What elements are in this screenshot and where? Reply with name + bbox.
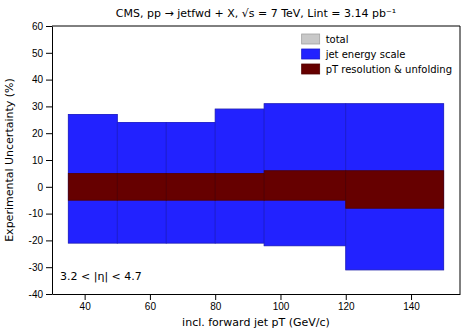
tick-label: 30	[32, 101, 44, 112]
series	[68, 104, 443, 270]
tick: -20	[29, 235, 52, 246]
tick: 40	[32, 74, 52, 85]
tick-label: -10	[29, 208, 44, 219]
tick: 50	[32, 48, 52, 59]
legend-swatch	[302, 49, 320, 59]
tick-mark	[150, 294, 151, 300]
tick-label: -40	[29, 289, 44, 300]
tick-label: 20	[32, 128, 44, 139]
tick-mark	[411, 294, 412, 300]
legend-item: total	[302, 34, 349, 45]
tick-mark	[280, 294, 281, 300]
tick-label: -20	[29, 235, 44, 246]
x-axis: 40 60 80 100 120 140	[53, 294, 461, 312]
legend-label: total	[326, 34, 349, 45]
tick-mark	[46, 214, 52, 215]
frame	[460, 26, 461, 294]
tick-label: 140	[403, 301, 420, 312]
tick-mark	[46, 106, 52, 107]
legend-label: pT resolution & unfolding	[326, 64, 452, 75]
tick-mark	[46, 26, 52, 27]
range-bar	[264, 171, 346, 200]
range-bar	[215, 173, 264, 200]
range-bar	[346, 104, 444, 270]
range-bar	[68, 114, 117, 243]
tick-label: 120	[338, 301, 355, 312]
legend-label: jet energy scale	[325, 49, 406, 60]
range-bar	[346, 104, 444, 270]
tick: 60	[145, 294, 157, 312]
tick-mark	[85, 294, 86, 300]
range-bar	[68, 114, 117, 243]
tick-label: 50	[32, 48, 44, 59]
tick: 30	[32, 101, 52, 112]
legend-item: jet energy scale	[302, 49, 406, 60]
range-bar	[68, 173, 117, 200]
tick: 120	[338, 294, 355, 312]
tick-mark	[46, 267, 52, 268]
axis-line	[53, 294, 461, 295]
range-bar	[264, 104, 346, 246]
frame	[52, 26, 460, 27]
tick: 20	[32, 128, 52, 139]
tick-mark	[46, 187, 52, 188]
tick: -40	[29, 289, 52, 300]
range-bar	[117, 122, 166, 243]
axis-line	[52, 27, 53, 295]
range-bar	[166, 122, 215, 243]
tick: -10	[29, 208, 52, 219]
tick-label: 100	[273, 301, 290, 312]
tick-label: 40	[80, 301, 92, 312]
chart: 40 60 80 100 120 140 -40 -30 -20 -10 0 10 20 30 40 50 60…	[0, 0, 474, 334]
tick: 40	[80, 294, 92, 312]
legend: total jet energy scale pT resolution & unf…	[302, 34, 452, 75]
tick: 140	[403, 294, 420, 312]
legend-swatch	[302, 64, 320, 74]
tick: 10	[32, 155, 52, 166]
tick-mark	[46, 80, 52, 81]
tick-mark	[46, 160, 52, 161]
tick-label: 40	[32, 74, 44, 85]
tick-label: 80	[210, 301, 222, 312]
tick-label: 60	[145, 301, 157, 312]
plot-area	[68, 104, 443, 270]
range-bar	[166, 173, 215, 200]
series	[68, 171, 443, 209]
tick: 0	[37, 182, 52, 193]
tick-label: 10	[32, 155, 44, 166]
series	[68, 104, 443, 270]
range-bar	[346, 171, 444, 209]
title: CMS, pp → jetfwd + X, √s = 7 TeV, Lint =…	[116, 7, 396, 20]
tick-mark	[215, 294, 216, 300]
y-axis: -40 -30 -20 -10 0 10 20 30 40 50 60	[29, 21, 53, 300]
range-bar	[166, 122, 215, 243]
tick: 100	[273, 294, 290, 312]
tick-mark	[46, 133, 52, 134]
annotation: 3.2 < |η| < 4.7	[60, 270, 142, 283]
range-bar	[264, 104, 346, 246]
tick: -30	[29, 262, 52, 273]
y-axis-title: Experimental Uncertainty (%)	[3, 78, 16, 242]
range-bar	[117, 122, 166, 243]
range-bar	[215, 109, 264, 243]
range-bar	[215, 109, 264, 243]
tick-mark	[46, 240, 52, 241]
tick: 60	[32, 21, 52, 32]
tick-mark	[346, 294, 347, 300]
tick-label: 60	[32, 21, 44, 32]
tick-mark	[46, 294, 52, 295]
x-axis-title: incl. forward jet pT (GeV/c)	[182, 316, 330, 329]
tick: 80	[210, 294, 222, 312]
legend-swatch	[302, 34, 320, 44]
range-bar	[117, 173, 166, 200]
tick-mark	[46, 53, 52, 54]
tick-label: -30	[29, 262, 44, 273]
tick-label: 0	[37, 182, 43, 193]
legend-item: pT resolution & unfolding	[302, 64, 452, 75]
